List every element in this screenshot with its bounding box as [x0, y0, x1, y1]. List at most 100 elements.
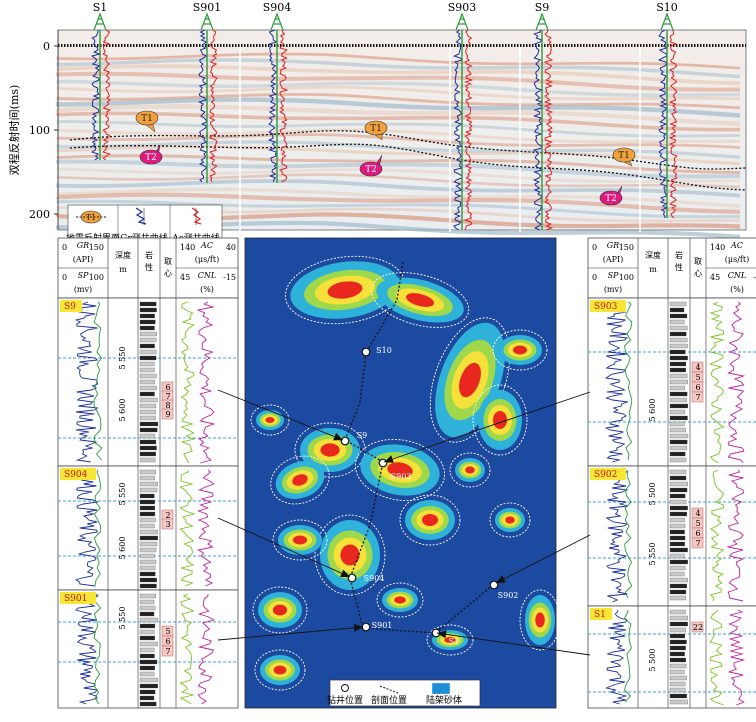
lith-bed — [140, 458, 155, 462]
svg-text:150: 150 — [89, 243, 104, 252]
lith-bed — [140, 624, 155, 628]
core-number: 4 — [695, 509, 700, 518]
lith-bed — [670, 410, 685, 414]
lith-bed — [140, 350, 156, 354]
lith-bed — [140, 672, 154, 676]
core-number: 2 — [165, 511, 170, 520]
lith-bed — [670, 470, 686, 474]
svg-text:0: 0 — [592, 243, 597, 252]
map-well-label: S904 — [364, 574, 385, 583]
lith-bed — [140, 506, 155, 510]
lith-bed — [670, 332, 686, 336]
lith-bed — [670, 308, 684, 312]
lith-bed — [670, 584, 687, 588]
lith-bed — [670, 428, 686, 432]
svg-text:(API): (API) — [73, 255, 94, 264]
svg-text:0: 0 — [62, 243, 67, 252]
lith-bed — [140, 404, 156, 408]
svg-text:m: m — [649, 265, 657, 274]
svg-text:性: 性 — [675, 262, 683, 272]
core-number: 4 — [695, 363, 700, 372]
svg-text:深度: 深度 — [115, 250, 131, 260]
lith-bed — [140, 630, 154, 634]
lith-bed — [670, 658, 686, 662]
lith-bed — [670, 616, 688, 620]
svg-text:45: 45 — [710, 273, 720, 282]
lith-bed — [140, 482, 158, 486]
lith-bed — [140, 356, 156, 360]
lith-bed — [670, 386, 685, 390]
lith-bed — [670, 640, 687, 644]
svg-text:SP: SP — [78, 271, 89, 280]
svg-text:(mv): (mv) — [74, 285, 92, 294]
lith-bed — [140, 530, 158, 534]
core-number: 5 — [165, 627, 170, 636]
lith-bed — [140, 560, 156, 564]
lith-bed — [670, 404, 688, 408]
lith-bed — [670, 590, 686, 594]
lith-bed — [140, 374, 156, 378]
depth-label: 5 600 — [118, 399, 127, 422]
core-number: 6 — [165, 383, 170, 392]
depth-label: 5 550 — [648, 543, 657, 566]
lith-bed — [140, 338, 156, 342]
well-label-seismic: S901 — [193, 1, 222, 14]
map-well-marker — [379, 459, 387, 467]
svg-text:T2: T2 — [365, 165, 377, 175]
lith-bed — [140, 332, 157, 336]
lith-bed — [670, 338, 687, 342]
lith-bed — [670, 518, 685, 522]
lith-bed — [140, 660, 157, 664]
lith-bed — [140, 618, 158, 622]
lith-bed — [670, 344, 688, 348]
svg-text:岩: 岩 — [145, 250, 153, 260]
map-well-marker — [362, 623, 370, 631]
lith-bed — [140, 314, 155, 318]
depth-label: 5 600 — [118, 537, 127, 560]
derrick-icon — [456, 14, 468, 30]
lith-bed — [140, 542, 157, 546]
lith-bed — [670, 634, 685, 638]
lith-bed — [140, 428, 157, 432]
svg-text:100: 100 — [89, 273, 104, 282]
lith-bed — [670, 374, 687, 378]
panel-name: S9 — [64, 302, 76, 312]
lith-bed — [140, 446, 157, 450]
lith-bed — [670, 700, 688, 704]
lith-bed — [140, 416, 156, 420]
core-number: 7 — [695, 539, 700, 548]
lith-bed — [670, 482, 688, 486]
lith-bed — [670, 326, 687, 330]
lith-bed — [140, 386, 157, 390]
svg-text:GR: GR — [77, 241, 89, 250]
lith-bed — [670, 416, 688, 420]
svg-text:(API): (API) — [603, 255, 624, 264]
lith-bed — [140, 500, 155, 504]
lith-bed — [670, 524, 685, 528]
map-legend-sand-icon — [432, 683, 450, 694]
lith-bed — [140, 548, 156, 552]
lith-bed — [670, 422, 684, 426]
lith-bed — [670, 596, 686, 600]
derrick-icon — [201, 14, 213, 30]
svg-text:(%): (%) — [730, 285, 744, 294]
lith-bed — [670, 458, 686, 462]
depth-label: 5 500 — [648, 483, 657, 506]
lith-bed — [670, 548, 688, 552]
lith-bed — [670, 356, 688, 360]
lith-bed — [670, 622, 688, 626]
map-well-label: S10 — [376, 346, 392, 355]
map-well-label: S902 — [498, 591, 519, 600]
map-legend-well: 钻井位置 — [327, 694, 363, 706]
depth-label: 5 550 — [118, 347, 127, 370]
lith-bed — [140, 642, 158, 646]
derrick-icon — [94, 14, 106, 30]
lith-bed — [140, 326, 154, 330]
lith-bed — [140, 476, 155, 480]
map-well-label: S903 — [391, 472, 412, 481]
y-tick-0: 0 — [43, 40, 50, 53]
